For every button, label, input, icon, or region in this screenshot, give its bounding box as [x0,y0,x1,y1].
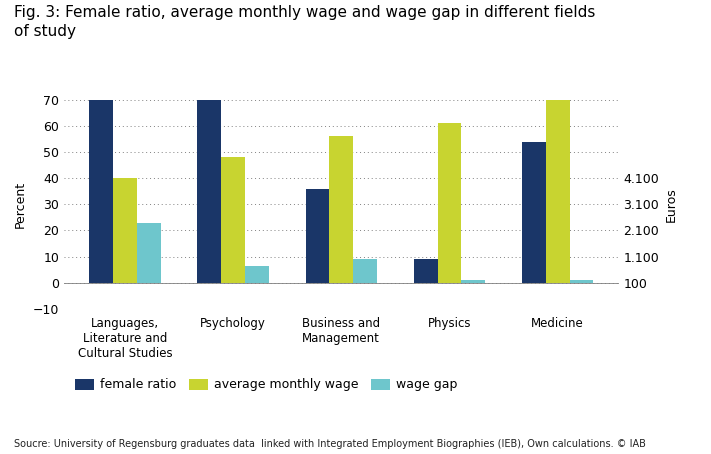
Bar [570,280,594,282]
Y-axis label: Percent: Percent [14,181,27,228]
Text: Fig. 3: Female ratio, average monthly wage and wage gap in different fields
of s: Fig. 3: Female ratio, average monthly wa… [14,5,596,39]
Bar [89,100,113,282]
Bar [522,142,546,282]
Bar [414,259,437,282]
Bar [353,259,377,282]
Bar [306,189,329,282]
Legend: female ratio, average monthly wage, wage gap: female ratio, average monthly wage, wage… [70,374,462,396]
Y-axis label: Euros: Euros [665,187,678,222]
Bar [113,178,137,282]
Bar [198,100,221,282]
Bar [221,158,245,282]
Bar [329,136,353,282]
Text: Soucre: University of Regensburg graduates data  linked with Integrated Employme: Soucre: University of Regensburg graduat… [14,439,646,449]
Bar [546,100,570,282]
Bar [461,280,485,282]
Bar [437,123,461,282]
Bar [245,266,269,282]
Bar [137,222,161,282]
